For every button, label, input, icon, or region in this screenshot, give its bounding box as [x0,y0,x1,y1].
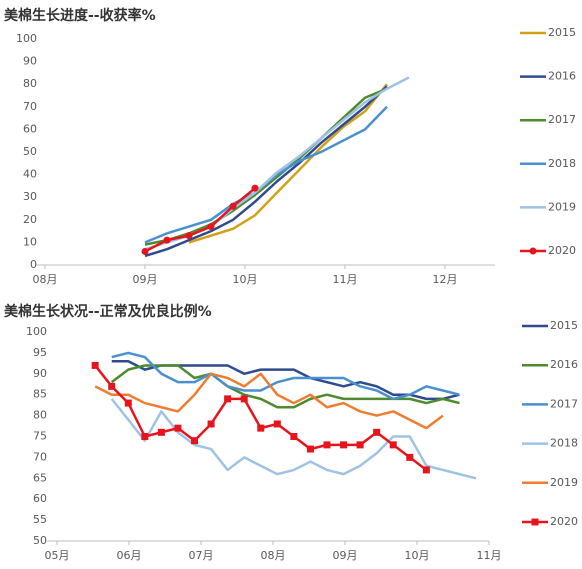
y-tick-label: 85 [33,388,47,401]
x-tick-label: 07月 [189,549,214,562]
data-point [229,202,237,210]
data-point [141,433,149,440]
y-tick-label: 100 [16,32,37,45]
data-point [224,395,232,403]
legend-label: 2020 [550,515,578,528]
chart-title: 美棉生长状况--正常及优良比例% [4,303,212,320]
data-point [185,232,193,240]
y-tick-label: 90 [23,55,37,68]
data-point [306,445,314,453]
y-tick-label: 40 [23,168,37,181]
data-line [110,398,477,480]
legend-label: 2018 [550,437,578,450]
y-tick-label: 0 [30,258,37,271]
data-line [144,87,388,246]
data-point [91,361,99,369]
data-point [163,236,171,244]
data-line [144,105,388,244]
data-point [340,441,348,449]
y-tick-label: 20 [23,213,37,226]
x-tick-label: 09月 [333,549,358,562]
y-tick-label: 60 [23,122,37,135]
y-tick-label: 10 [23,235,37,248]
x-tick-label: 11月 [333,273,358,286]
y-tick-label: 65 [33,471,47,484]
x-tick-label: 06月 [117,549,142,562]
data-line [144,187,256,253]
y-tick-label: 30 [23,190,37,203]
y-tick-label: 80 [33,409,47,422]
x-tick-label: 08月 [33,273,58,286]
y-tick-label: 95 [33,346,47,359]
x-tick-label: 09月 [133,273,158,286]
legend-marker [529,247,537,255]
data-point [240,395,248,403]
x-tick-label: 10月 [233,273,258,286]
data-point [141,247,149,255]
y-tick-label: 70 [23,100,37,113]
legend-label: 2015 [550,319,578,332]
data-point [273,420,281,428]
legend-label: 2016 [548,70,576,83]
legend-label: 2019 [550,476,578,489]
data-point [108,382,116,390]
data-point [207,420,215,428]
legend-label: 2017 [548,113,576,126]
data-point [257,424,265,432]
data-line [144,85,388,258]
chart-title: 美棉生长进度--收获率% [4,7,156,24]
x-tick-label: 08月 [261,549,286,562]
y-tick-label: 50 [33,534,47,547]
data-point [251,184,259,192]
legend-label: 2019 [548,200,576,213]
y-tick-label: 55 [33,513,47,526]
y-tick-label: 50 [23,145,37,158]
x-tick-label: 05月 [45,549,70,562]
data-point [191,437,199,445]
data-point [124,399,132,407]
legend-label: 2015 [548,26,576,39]
x-tick-label: 10月 [405,549,430,562]
y-tick-label: 75 [33,430,47,443]
y-tick-label: 60 [33,492,47,505]
data-line [110,364,460,409]
legend-label: 2018 [548,157,576,170]
x-tick-label: 11月 [477,549,502,562]
data-point [389,441,397,449]
data-point [356,441,364,449]
x-tick-label: 12月 [433,273,458,286]
data-point [207,223,215,231]
y-tick-label: 70 [33,450,47,463]
data-point [373,428,381,436]
legend-label: 2020 [548,244,576,257]
data-point [290,433,298,440]
data-point [406,453,414,461]
data-point [323,441,331,449]
data-line [111,351,460,401]
data-line [188,83,388,244]
y-tick-label: 100 [26,325,47,338]
data-point [174,424,182,432]
y-tick-label: 80 [23,77,37,90]
data-line [94,372,444,430]
y-tick-label: 90 [33,367,47,380]
legend-label: 2016 [550,358,578,371]
data-point [157,428,165,436]
data-point [422,466,430,474]
legend-marker [531,518,539,526]
legend-label: 2017 [550,397,578,410]
